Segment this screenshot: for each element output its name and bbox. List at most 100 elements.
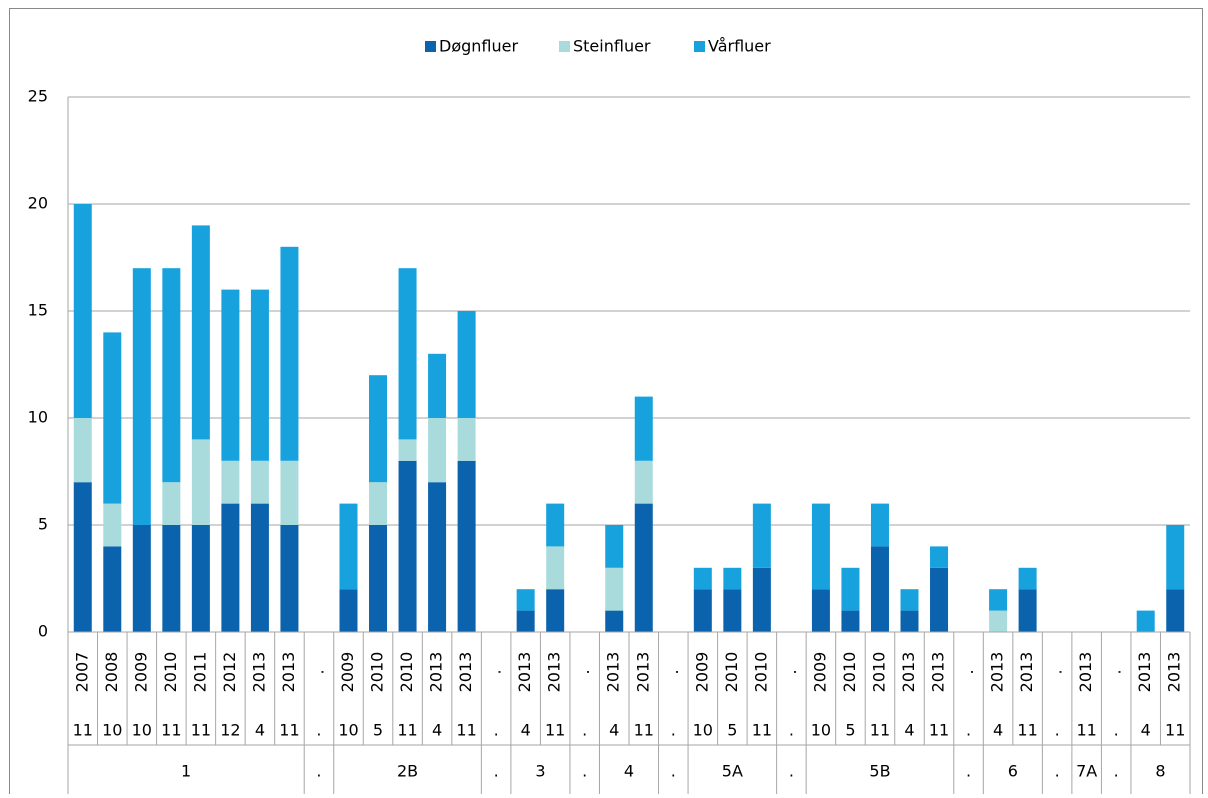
month-label: 11 bbox=[73, 721, 93, 740]
bar-segment bbox=[605, 567, 624, 611]
legend-label: Steinfluer bbox=[573, 37, 651, 56]
bar-segment bbox=[870, 503, 889, 547]
x-tick-label: . bbox=[486, 669, 505, 674]
bar-segment bbox=[280, 525, 299, 632]
x-tick-label: 2008 bbox=[102, 652, 121, 693]
bar-segment bbox=[369, 525, 388, 632]
bar-segment bbox=[191, 225, 210, 440]
x-tick-label: 2013 bbox=[1017, 652, 1036, 693]
x-tick-label: 2010 bbox=[397, 652, 416, 693]
month-label: . bbox=[1055, 721, 1060, 740]
x-tick-label: . bbox=[1047, 669, 1066, 674]
group-label: . bbox=[582, 762, 587, 781]
group-label: 5A bbox=[722, 762, 743, 781]
bar-segment bbox=[103, 332, 122, 504]
bar-segment bbox=[398, 439, 417, 461]
month-label: . bbox=[671, 721, 676, 740]
bar-segment bbox=[723, 589, 742, 632]
bar-segment bbox=[339, 503, 358, 590]
bar-segment bbox=[605, 610, 624, 632]
x-tick-label: 2010 bbox=[840, 652, 859, 693]
bar-segment bbox=[73, 482, 92, 632]
bar-segment bbox=[132, 268, 151, 525]
month-label: . bbox=[316, 721, 321, 740]
bar-segment bbox=[428, 482, 447, 632]
bar-segment bbox=[546, 589, 565, 632]
month-label: 11 bbox=[191, 721, 211, 740]
month-label: . bbox=[966, 721, 971, 740]
y-tick-label: 0 bbox=[38, 622, 48, 641]
chart-border bbox=[9, 8, 1203, 798]
month-label: 11 bbox=[929, 721, 949, 740]
month-label: 4 bbox=[1141, 721, 1151, 740]
bar-segment bbox=[634, 503, 653, 632]
x-tick-label: 2011 bbox=[190, 652, 209, 693]
x-tick-label: 2013 bbox=[633, 652, 652, 693]
group-label: 3 bbox=[535, 762, 545, 781]
bar-segment bbox=[870, 546, 889, 632]
bar-segment bbox=[546, 546, 565, 590]
month-label: 10 bbox=[338, 721, 358, 740]
bar-segment bbox=[221, 503, 240, 632]
x-tick-label: 2013 bbox=[545, 652, 564, 693]
y-tick-label: 15 bbox=[28, 301, 48, 320]
x-tick-label: 2009 bbox=[131, 652, 150, 693]
bar-segment bbox=[339, 589, 358, 632]
bar-segment bbox=[162, 525, 181, 632]
bar-segment bbox=[841, 567, 860, 611]
group-label: . bbox=[966, 762, 971, 781]
month-label: 4 bbox=[993, 721, 1003, 740]
bar-segment bbox=[516, 610, 535, 632]
month-label: 10 bbox=[132, 721, 152, 740]
month-label: 11 bbox=[1165, 721, 1185, 740]
month-label: 11 bbox=[279, 721, 299, 740]
x-tick-label: 2010 bbox=[869, 652, 888, 693]
y-tick-label: 20 bbox=[28, 194, 48, 213]
month-label: 11 bbox=[545, 721, 565, 740]
month-label: 4 bbox=[432, 721, 442, 740]
bar-segment bbox=[250, 503, 269, 632]
bar-segment bbox=[280, 460, 299, 525]
y-tick-label: 10 bbox=[28, 408, 48, 427]
x-tick-label: 2013 bbox=[456, 652, 475, 693]
month-label: 5 bbox=[373, 721, 383, 740]
x-tick-label: 2013 bbox=[515, 652, 534, 693]
group-label: 6 bbox=[1008, 762, 1018, 781]
bar-segment bbox=[221, 289, 240, 461]
month-label: 11 bbox=[1076, 721, 1096, 740]
month-label: . bbox=[494, 721, 499, 740]
bar-segment bbox=[398, 268, 417, 440]
bar-segment bbox=[811, 503, 830, 590]
month-label: 11 bbox=[870, 721, 890, 740]
month-label: 10 bbox=[102, 721, 122, 740]
month-label: 11 bbox=[1017, 721, 1037, 740]
bar-segment bbox=[457, 311, 476, 418]
bar-segment bbox=[752, 503, 771, 568]
bar-segment bbox=[930, 546, 949, 568]
bar-segment bbox=[191, 439, 210, 525]
month-label: 4 bbox=[609, 721, 619, 740]
month-label: 11 bbox=[161, 721, 181, 740]
y-tick-label: 5 bbox=[38, 515, 48, 534]
group-label: 1 bbox=[181, 762, 191, 781]
x-tick-label: 2013 bbox=[427, 652, 446, 693]
bar-segment bbox=[605, 525, 624, 568]
month-label: 11 bbox=[397, 721, 417, 740]
bar-segment bbox=[634, 460, 653, 504]
bar-segment bbox=[280, 246, 299, 461]
month-label: 10 bbox=[811, 721, 831, 740]
bar-segment bbox=[162, 268, 181, 483]
x-tick-label: . bbox=[781, 669, 800, 674]
x-tick-label: . bbox=[574, 669, 593, 674]
month-label: 5 bbox=[845, 721, 855, 740]
bar-segment bbox=[693, 567, 712, 590]
month-label: . bbox=[582, 721, 587, 740]
bar-segment bbox=[457, 460, 476, 632]
x-tick-label: 2012 bbox=[220, 652, 239, 693]
group-label: . bbox=[789, 762, 794, 781]
bar-segment bbox=[634, 396, 653, 461]
bar-segment bbox=[1018, 589, 1037, 632]
x-tick-label: 2013 bbox=[1076, 652, 1095, 693]
bar-segment bbox=[723, 567, 742, 590]
